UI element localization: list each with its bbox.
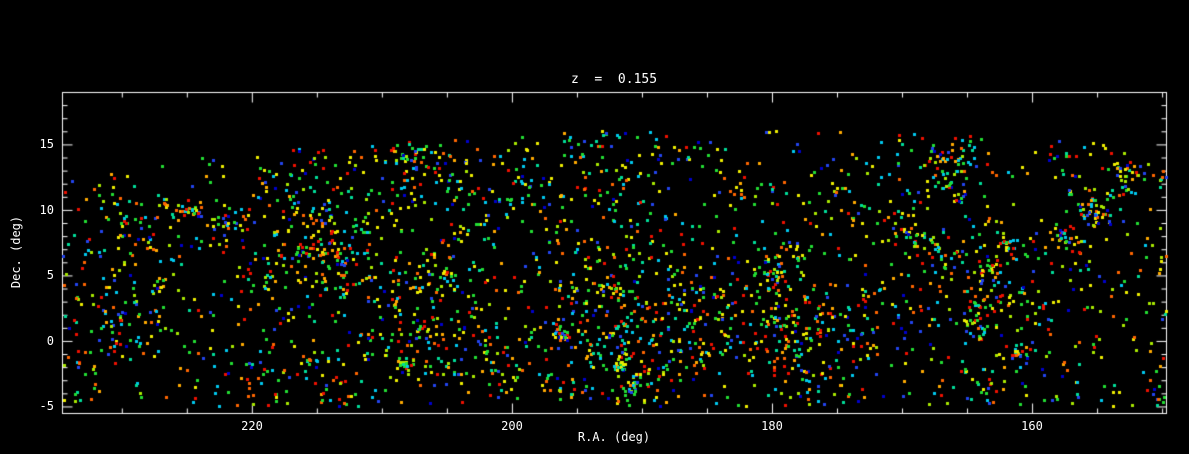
y-tick-label-5: 5 xyxy=(46,268,54,282)
y-tick-label-0: 0 xyxy=(46,334,54,348)
plot-title: z = 0.155 xyxy=(570,72,658,87)
x-tick-label-200: 200 xyxy=(501,419,523,433)
y-tick-label-15: 15 xyxy=(39,137,54,151)
x-tick-label-220: 220 xyxy=(241,419,263,433)
x-tick-label-180: 180 xyxy=(761,419,783,433)
x-axis-label: R.A. (deg) xyxy=(577,430,651,444)
x-tick-label-160: 160 xyxy=(1021,419,1043,433)
y-tick-label-10: 10 xyxy=(39,203,54,217)
y-tick-label-neg5: -5 xyxy=(39,399,54,413)
